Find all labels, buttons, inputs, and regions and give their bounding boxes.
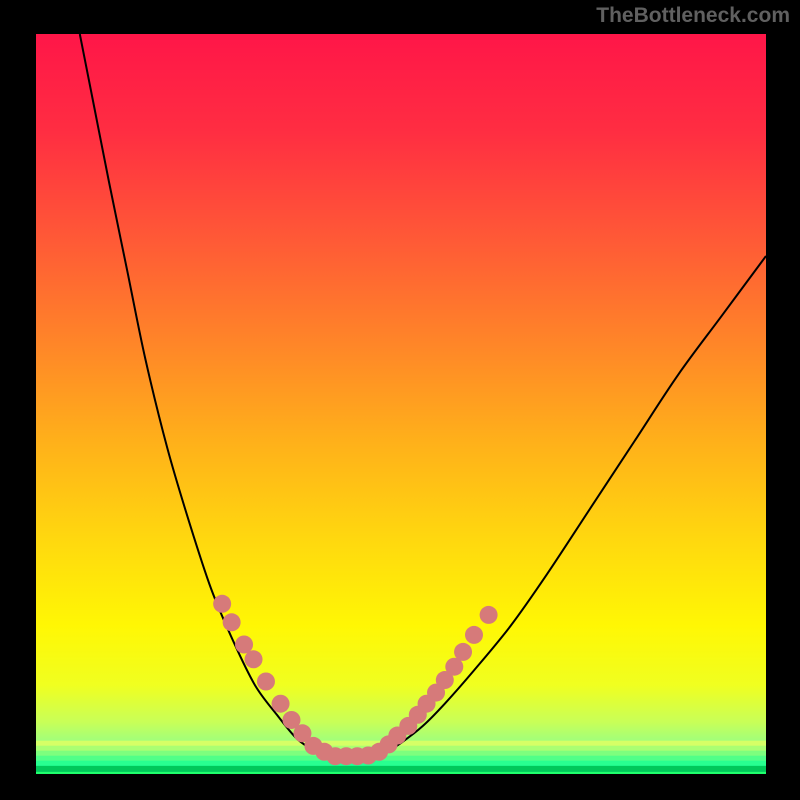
chart-container: TheBottleneck.com xyxy=(0,0,800,800)
data-point xyxy=(223,613,241,631)
data-point xyxy=(257,673,275,691)
data-point xyxy=(272,695,290,713)
data-point xyxy=(454,643,472,661)
bottleneck-chart xyxy=(0,0,800,800)
data-point xyxy=(465,626,483,644)
data-point xyxy=(480,606,498,624)
data-point xyxy=(245,650,263,668)
watermark-text: TheBottleneck.com xyxy=(596,4,790,28)
data-point xyxy=(235,636,253,654)
plot-background xyxy=(36,34,766,774)
data-point xyxy=(213,595,231,613)
